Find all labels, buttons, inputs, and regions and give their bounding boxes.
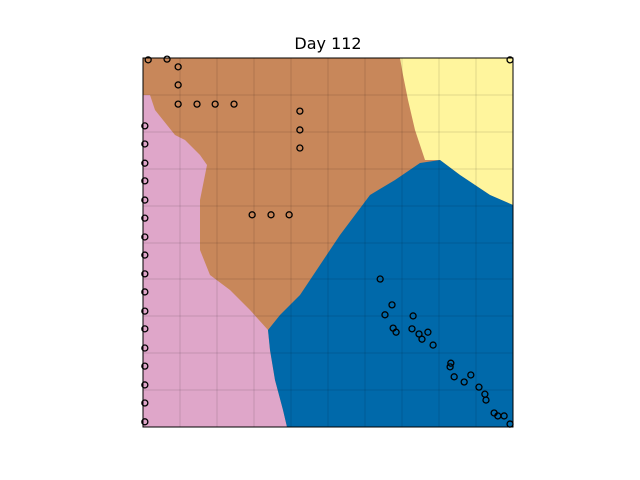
point — [174, 63, 182, 71]
point — [193, 100, 201, 108]
point — [141, 270, 149, 278]
point — [408, 325, 416, 333]
point — [141, 122, 149, 130]
point — [482, 396, 490, 404]
point — [141, 381, 149, 389]
point — [141, 196, 149, 204]
point — [418, 335, 426, 343]
point — [141, 159, 149, 167]
point — [141, 418, 149, 426]
point — [174, 81, 182, 89]
point — [141, 288, 149, 296]
point — [429, 341, 437, 349]
chart-title: Day 112 — [294, 34, 361, 53]
point — [163, 55, 171, 63]
point — [141, 233, 149, 241]
point — [144, 56, 152, 64]
axes-frame — [142, 57, 514, 428]
point — [141, 177, 149, 185]
point — [285, 211, 293, 219]
point — [141, 307, 149, 315]
point — [381, 311, 389, 319]
point — [446, 363, 454, 371]
point — [141, 362, 149, 370]
point — [424, 328, 432, 336]
point — [211, 100, 219, 108]
point — [500, 412, 508, 420]
point — [141, 214, 149, 222]
point — [248, 211, 256, 219]
point — [475, 383, 483, 391]
point — [267, 211, 275, 219]
point — [460, 378, 468, 386]
point — [141, 325, 149, 333]
point — [141, 399, 149, 407]
point — [415, 330, 423, 338]
point — [409, 312, 417, 320]
point — [141, 251, 149, 259]
point — [296, 144, 304, 152]
point — [467, 371, 475, 379]
point — [450, 373, 458, 381]
point — [392, 328, 400, 336]
point — [296, 126, 304, 134]
point — [388, 301, 396, 309]
point — [174, 100, 182, 108]
points — [141, 55, 514, 428]
point — [141, 344, 149, 352]
region-yellow — [400, 58, 513, 205]
point — [447, 359, 455, 367]
grid — [143, 58, 513, 427]
point — [296, 107, 304, 115]
region-pink — [143, 95, 287, 427]
point — [141, 140, 149, 148]
point — [230, 100, 238, 108]
point — [376, 275, 384, 283]
